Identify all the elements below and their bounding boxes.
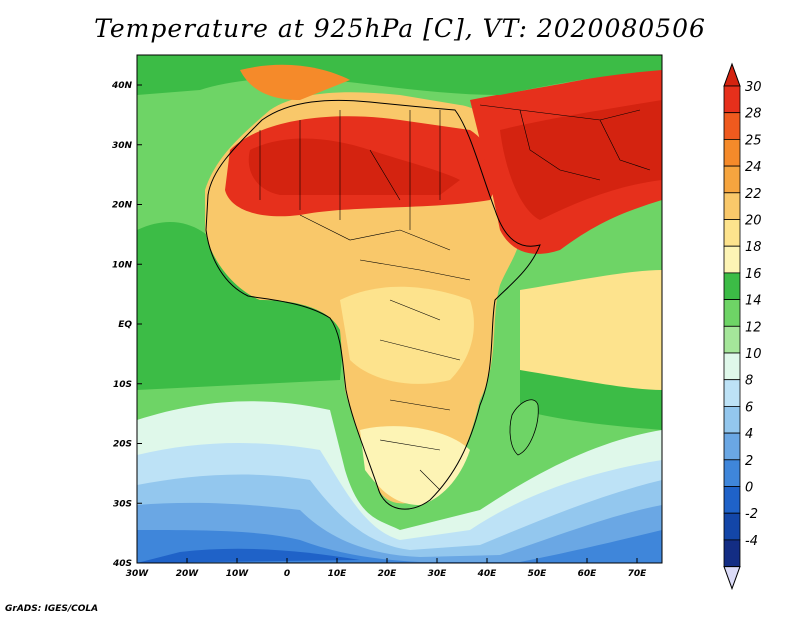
lon-tick-label: 10W: [226, 569, 250, 579]
colorbar-top-arrow: [723, 62, 741, 87]
credit-text: GrADS: IGES/COLA: [5, 604, 99, 614]
lon-tick-label: 60E: [578, 569, 598, 579]
colorbar-label: 30: [745, 80, 762, 95]
colorbar-segment: [723, 352, 741, 381]
madagascar: [509, 399, 539, 456]
colorbar-label: 12: [745, 320, 762, 335]
lat-tick-label: 30N: [112, 141, 133, 151]
colorbar-label: 6: [745, 400, 753, 415]
lat-tick-label: 20N: [112, 201, 133, 211]
lon-tick-label: 30E: [428, 569, 448, 579]
lon-tick-label: 40E: [477, 569, 498, 579]
colorbar-label: 2: [745, 454, 753, 469]
colorbar-label: 14: [745, 294, 762, 309]
lon-tick-label: 30W: [126, 569, 150, 579]
temperature-field: [137, 55, 662, 563]
colorbar-segment: [723, 272, 741, 300]
colorbar-segment: [723, 512, 741, 541]
colorbar-segment: [723, 192, 741, 220]
colorbar-label: 20: [745, 214, 762, 229]
colorbar-label: -2: [745, 507, 758, 522]
iberia-warm: [240, 64, 350, 100]
colorbar-segment: [723, 299, 741, 327]
lon-tick-label: 10E: [328, 569, 348, 579]
colorbar-segment: [723, 165, 741, 194]
longitude-axis: 30W 20W 10W 0 10E 20E 30E 40E 50E 60E 70E: [126, 558, 647, 579]
colorbar-segment: [723, 405, 741, 434]
map-title: Temperature at 925hPa [C], VT: 202008050…: [94, 14, 706, 43]
band-south-indian: [520, 370, 662, 430]
lat-tick-label: 30S: [113, 499, 132, 509]
colorbar-label: 4: [745, 427, 753, 442]
colorbar-label: 8: [745, 374, 753, 389]
colorbar-segment: [723, 325, 741, 354]
colorbar-segment: [723, 539, 741, 568]
colorbar-label: -4: [745, 534, 758, 549]
colorbar-segment: [723, 112, 741, 140]
sahara-hottest: [248, 138, 460, 195]
europe-cooler: [137, 55, 662, 95]
arabia-hottest: [500, 100, 662, 220]
country-borders: [259, 110, 471, 491]
colorbar-label: 22: [745, 187, 762, 202]
colorbar-label: 0: [745, 481, 753, 496]
band-tropical-atlantic: [137, 221, 345, 390]
colorbar-label: 18: [745, 240, 762, 255]
colorbar-segment: [723, 432, 741, 461]
lat-tick-label: 10N: [112, 260, 133, 270]
colorbar-label: 28: [745, 107, 762, 122]
colorbar-segment: [723, 245, 741, 274]
colorbar-bottom-arrow: [723, 566, 741, 591]
latitude-axis: 40N 30N 20N 10N EQ 10S 20S 30S 40S: [111, 81, 142, 569]
lon-tick-label: 50E: [528, 569, 548, 579]
lat-tick-label: 10S: [113, 380, 132, 390]
colorbar-segment: [723, 379, 741, 407]
colorbar-segment: [723, 85, 741, 114]
colorbar-segment: [723, 486, 741, 514]
lon-tick-label: 70E: [628, 569, 648, 579]
colorbar-segment: [723, 219, 741, 247]
lat-tick-label: EQ: [118, 320, 132, 330]
colorbar-label: 25: [745, 133, 762, 148]
colorbar-label: 24: [745, 160, 762, 175]
lat-tick-label: 40S: [112, 559, 132, 569]
lon-tick-label: 20W: [176, 569, 200, 579]
lon-tick-label: 0: [284, 569, 290, 579]
lat-tick-label: 40N: [111, 81, 133, 91]
colorbar-segment: [723, 138, 741, 167]
colorbar-label: 10: [745, 347, 762, 362]
africa-coastline: [205, 99, 541, 510]
band-2: [137, 548, 360, 563]
central-africa: [340, 286, 474, 384]
lon-tick-label: 20E: [378, 569, 398, 579]
asia-borders: [479, 104, 651, 181]
plot-frame: [136, 54, 663, 564]
lat-tick-label: 20S: [113, 440, 132, 450]
colorbar-segment: [723, 459, 741, 487]
colorbar-label: 16: [745, 267, 762, 282]
